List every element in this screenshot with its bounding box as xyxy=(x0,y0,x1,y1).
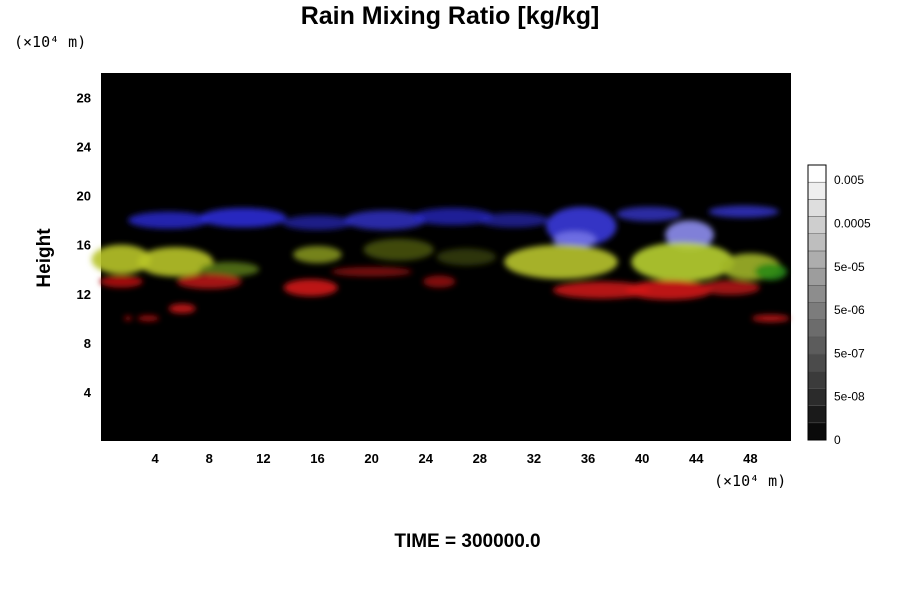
data-region-7 xyxy=(616,206,682,222)
chart-title: Rain Mixing Ratio [kg/kg] xyxy=(300,2,600,30)
data-region-15 xyxy=(363,238,434,261)
colorbar-tick-label: 0.0005 xyxy=(834,217,871,231)
time-label: TIME = 300000.0 xyxy=(394,531,541,552)
data-region-13 xyxy=(199,261,260,277)
colorbar-segment xyxy=(807,422,827,441)
colorbar-segment xyxy=(807,319,827,338)
colorbar-border xyxy=(807,164,827,441)
data-region-16 xyxy=(436,248,497,266)
y-tick-label: 4 xyxy=(84,385,92,400)
colorbar xyxy=(807,164,827,441)
colorbar-segment xyxy=(807,353,827,372)
colorbar-segment xyxy=(807,250,827,269)
x-tick-label: 32 xyxy=(527,451,541,466)
y-axis-ticks: 4 8 12 16 20 24 28 xyxy=(77,91,92,400)
x-tick-label: 48 xyxy=(743,451,757,466)
y-tick-label: 24 xyxy=(77,140,92,155)
data-region-8 xyxy=(708,205,779,218)
colorbar-tick-label: 5e-05 xyxy=(834,260,865,274)
colorbar-segment xyxy=(807,285,827,303)
y-tick-label: 12 xyxy=(77,287,91,302)
data-region-12 xyxy=(137,247,214,277)
x-tick-label: 40 xyxy=(635,451,649,466)
data-region-1 xyxy=(199,207,287,228)
colorbar-segment xyxy=(807,164,827,183)
data-region-31 xyxy=(124,315,133,321)
colorbar-segment xyxy=(807,216,827,234)
data-region-9 xyxy=(665,220,714,250)
y-tick-label: 16 xyxy=(77,238,91,253)
x-tick-label: 16 xyxy=(310,451,324,466)
colorbar-segment xyxy=(807,388,827,406)
data-region-26 xyxy=(552,281,651,299)
data-region-28 xyxy=(700,280,760,296)
data-region-2 xyxy=(282,215,353,231)
colorbar-tick-label: 5e-07 xyxy=(834,346,865,360)
colorbar-ticks: 0 5e-08 5e-07 5e-06 5e-05 0.0005 0.005 xyxy=(834,173,871,447)
data-region-23 xyxy=(283,279,338,297)
data-region-21 xyxy=(99,275,143,288)
x-tick-label: 20 xyxy=(364,451,378,466)
colorbar-tick-label: 5e-08 xyxy=(834,390,865,404)
data-region-14 xyxy=(293,245,342,264)
data-region-4 xyxy=(412,207,494,226)
data-region-20 xyxy=(754,263,787,281)
data-region-30 xyxy=(137,315,160,322)
data-regions xyxy=(91,205,790,323)
data-region-32 xyxy=(751,314,790,323)
y-axis-unit: (×10⁴ m) xyxy=(14,33,87,51)
x-tick-label: 28 xyxy=(473,451,487,466)
x-tick-label: 12 xyxy=(256,451,270,466)
x-axis-ticks: 4 8 12 16 20 24 28 32 36 40 44 48 xyxy=(152,451,758,466)
colorbar-tick-label: 0.005 xyxy=(834,173,864,187)
data-region-0 xyxy=(128,211,210,229)
colorbar-segment xyxy=(807,267,827,286)
data-region-24 xyxy=(331,266,413,277)
x-tick-label: 8 xyxy=(206,451,213,466)
colorbar-segment xyxy=(807,233,827,252)
data-region-27 xyxy=(625,280,713,300)
data-region-3 xyxy=(344,210,426,231)
colorbar-tick-label: 5e-06 xyxy=(834,303,865,317)
x-tick-label: 4 xyxy=(152,451,160,466)
colorbar-tick-label: 0 xyxy=(834,433,841,447)
y-tick-label: 8 xyxy=(84,336,91,351)
data-region-22 xyxy=(176,274,242,289)
colorbar-segment xyxy=(807,371,827,389)
y-tick-label: 20 xyxy=(77,189,91,204)
colorbar-segment xyxy=(807,181,827,200)
x-tick-label: 24 xyxy=(418,451,433,466)
data-region-10 xyxy=(552,231,597,249)
x-axis-unit: (×10⁴ m) xyxy=(714,472,787,490)
x-tick-label: 44 xyxy=(689,451,704,466)
data-region-25 xyxy=(423,275,456,288)
colorbar-segment xyxy=(807,302,827,320)
y-axis-label: Height xyxy=(34,228,55,288)
data-region-18 xyxy=(631,242,735,282)
data-region-17 xyxy=(504,244,618,280)
colorbar-segment xyxy=(807,336,827,355)
colorbar-segment xyxy=(807,405,827,424)
data-region-5 xyxy=(478,212,549,228)
colorbar-segment xyxy=(807,199,827,217)
y-tick-label: 28 xyxy=(77,91,91,106)
data-region-29 xyxy=(168,303,196,314)
data-region-11 xyxy=(91,244,152,275)
x-tick-label: 36 xyxy=(581,451,595,466)
